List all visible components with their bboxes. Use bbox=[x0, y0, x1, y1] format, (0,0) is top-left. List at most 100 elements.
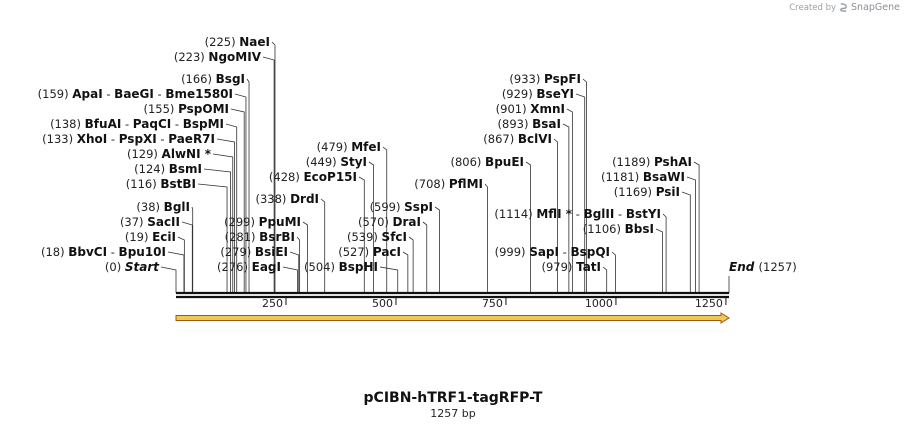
site-line bbox=[177, 236, 185, 293]
site-label[interactable]: (129) AlwNI * bbox=[127, 147, 212, 161]
site-line bbox=[655, 228, 663, 293]
site-label[interactable]: (893) BsaI bbox=[498, 117, 561, 131]
site-line bbox=[553, 138, 558, 293]
site-position: (979) bbox=[541, 260, 576, 274]
site-label[interactable]: (155) PspOMI bbox=[143, 102, 229, 116]
site-position: (708) bbox=[414, 177, 449, 191]
site-label[interactable]: (299) PpuMI bbox=[224, 215, 301, 229]
feature-arrow[interactable] bbox=[175, 312, 730, 324]
site-label[interactable]: (166) BsgI bbox=[181, 72, 245, 86]
site-label[interactable]: (338) DrdI bbox=[255, 192, 319, 206]
site-label[interactable]: (806) BpuEI bbox=[450, 155, 524, 169]
tick-label: 250 bbox=[262, 297, 283, 310]
site-label[interactable]: (570) DraI bbox=[358, 215, 421, 229]
site-label[interactable]: (276) EagI bbox=[217, 260, 281, 274]
end-label: End (1257) bbox=[729, 260, 797, 274]
site-label[interactable]: (18) BbvCI - Bpu10I bbox=[41, 245, 166, 259]
site-label[interactable]: (708) PflMI bbox=[414, 177, 483, 191]
site-label[interactable]: (124) BsmI bbox=[134, 162, 202, 176]
site-label[interactable]: (933) PspFI bbox=[509, 72, 581, 86]
site-position: (1181) bbox=[601, 170, 643, 184]
site-line bbox=[566, 108, 573, 293]
site-line bbox=[681, 191, 691, 293]
snapgene-logo-icon bbox=[840, 3, 847, 12]
enzyme-name: BspMI bbox=[183, 117, 224, 131]
enzyme-name: BbvCI bbox=[68, 245, 107, 259]
site-position: (999) bbox=[495, 245, 530, 259]
enzyme-name: BaeGI bbox=[114, 87, 154, 101]
site-position: (449) bbox=[306, 155, 341, 169]
site-label[interactable]: (138) BfuAI - PaqCI - BspMI bbox=[50, 117, 224, 131]
site-position: (929) bbox=[502, 87, 537, 101]
site-label[interactable]: (279) BsiEI bbox=[220, 245, 288, 259]
site-label[interactable]: (539) SfcI bbox=[347, 230, 407, 244]
site-line bbox=[296, 236, 301, 293]
enzyme-name: BsgI bbox=[216, 72, 245, 86]
site-label[interactable]: (1106) BbsI bbox=[583, 222, 654, 236]
site-label[interactable]: (1114) MflI * - BglII - BstYI bbox=[494, 207, 661, 221]
enzyme-name: PpuMI bbox=[259, 215, 301, 229]
site-position: (901) bbox=[496, 102, 531, 116]
enzyme-name: MfeI bbox=[351, 140, 381, 154]
site-label[interactable]: (38) BglI bbox=[136, 200, 190, 214]
site-label[interactable]: (1189) PshAI bbox=[612, 155, 692, 169]
site-label[interactable]: (281) BsrBI bbox=[225, 230, 295, 244]
enzyme-name: Bme1580I bbox=[165, 87, 233, 101]
site-label[interactable]: (1169) PsiI bbox=[614, 185, 680, 199]
site-label[interactable]: (159) ApaI - BaeGI - Bme1580I bbox=[38, 87, 233, 101]
site-label[interactable]: (1181) BsaWI bbox=[601, 170, 685, 184]
site-label[interactable]: (133) XhoI - PspXI - PaeR7I bbox=[42, 132, 215, 146]
enzyme-name: EagI bbox=[252, 260, 281, 274]
site-label[interactable]: (37) SacII bbox=[120, 215, 180, 229]
site-label[interactable]: (999) SapI - BspQI bbox=[495, 245, 610, 259]
site-position: (504) bbox=[304, 260, 339, 274]
site-position: (893) bbox=[498, 117, 533, 131]
site-line bbox=[434, 206, 440, 293]
site-line bbox=[262, 56, 275, 293]
site-line bbox=[212, 153, 234, 293]
site-label[interactable]: (979) TatI bbox=[541, 260, 601, 274]
site-line bbox=[216, 138, 235, 293]
site-line bbox=[246, 78, 250, 293]
enzyme-name: BsmI bbox=[169, 162, 202, 176]
enzyme-name: TatI bbox=[576, 260, 601, 274]
site-label[interactable]: (929) BseYI bbox=[502, 87, 574, 101]
credit-brand: SnapGene bbox=[851, 2, 900, 13]
site-position: (276) bbox=[217, 260, 252, 274]
site-label[interactable]: (223) NgoMIV bbox=[174, 50, 262, 64]
site-label[interactable]: (225) NaeI bbox=[205, 35, 270, 49]
site-label[interactable]: (867) BclVI bbox=[483, 132, 552, 146]
enzyme-name: BfuAI bbox=[85, 117, 122, 131]
site-position: (279) bbox=[220, 245, 255, 259]
enzyme-name: SfcI bbox=[382, 230, 407, 244]
site-label[interactable]: (527) PacI bbox=[338, 245, 401, 259]
enzyme-name: BsaWI bbox=[643, 170, 685, 184]
site-label[interactable]: (901) XmnI bbox=[496, 102, 565, 116]
site-label[interactable]: (116) BstBI bbox=[126, 177, 196, 191]
site-position: (867) bbox=[483, 132, 518, 146]
site-label[interactable]: (599) SspI bbox=[370, 200, 433, 214]
snapgene-credit: Created by SnapGene bbox=[789, 2, 900, 13]
enzyme-name: PspFI bbox=[544, 72, 581, 86]
site-label[interactable]: (449) StyI bbox=[306, 155, 367, 169]
site-position: (155) bbox=[143, 102, 178, 116]
site-label[interactable]: (19) EciI bbox=[125, 230, 176, 244]
site-position: (37) bbox=[120, 215, 147, 229]
site-position: (479) bbox=[317, 140, 352, 154]
enzyme-name: BsaI bbox=[532, 117, 561, 131]
site-line bbox=[575, 93, 586, 293]
enzyme-name: PacI bbox=[373, 245, 401, 259]
site-line bbox=[203, 168, 231, 293]
enzyme-name: PflMI bbox=[449, 177, 483, 191]
site-line bbox=[191, 206, 194, 293]
site-label[interactable]: (479) MfeI bbox=[317, 140, 381, 154]
site-position: (225) bbox=[205, 35, 240, 49]
name-separator: - bbox=[572, 207, 583, 221]
site-line bbox=[230, 108, 245, 293]
site-label[interactable]: (428) EcoP15I bbox=[269, 170, 357, 184]
start-name: Start bbox=[125, 260, 160, 274]
site-line bbox=[167, 251, 185, 293]
site-label[interactable]: (504) BspHI bbox=[304, 260, 378, 274]
enzyme-name: PspOMI bbox=[178, 102, 229, 116]
name-separator: - bbox=[103, 87, 114, 101]
